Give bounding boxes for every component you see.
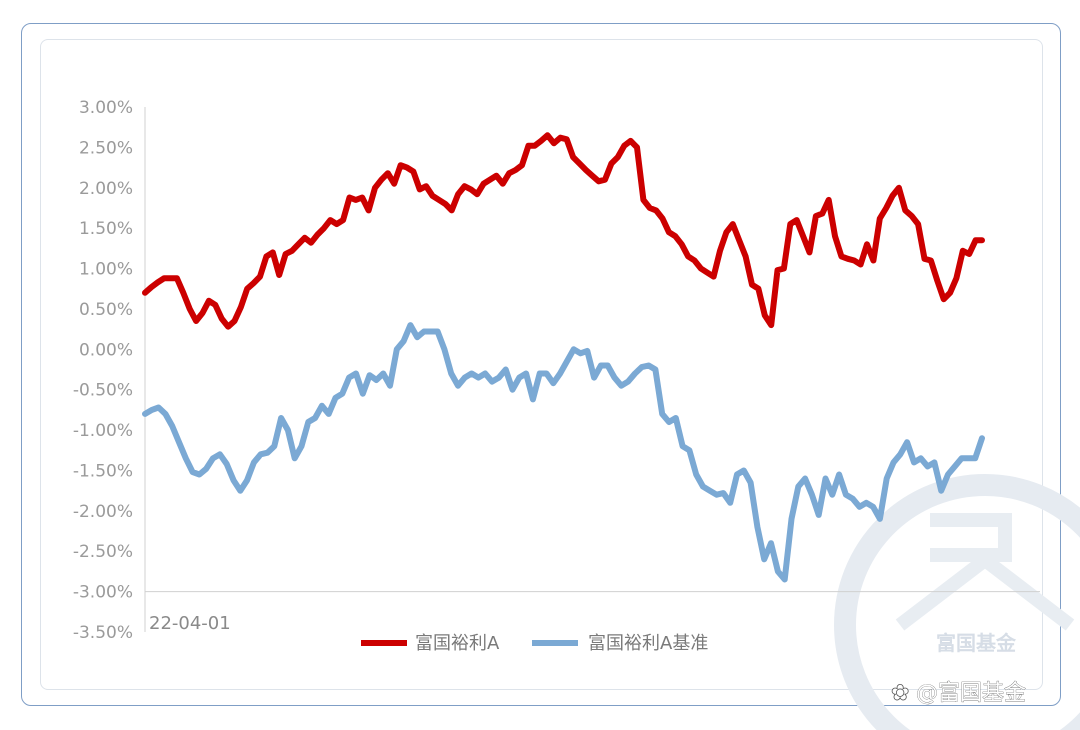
y-tick-label: -2.00% bbox=[73, 502, 133, 522]
y-tick-label: 2.00% bbox=[79, 179, 133, 199]
watermark-logo: 富国基金 bbox=[834, 474, 1080, 730]
y-tick-label: 0.00% bbox=[79, 340, 133, 360]
credit-watermark: ✿ @富国基金 bbox=[891, 681, 1027, 707]
axes bbox=[144, 107, 1040, 632]
legend: 富国裕利A 富国裕利A基准 bbox=[361, 633, 708, 654]
y-tick-label: -3.50% bbox=[73, 623, 133, 643]
paw-icon: ✿ bbox=[891, 681, 909, 706]
outer-frame bbox=[21, 23, 1061, 706]
y-tick-label: 0.50% bbox=[79, 300, 133, 320]
y-tick-label: -2.50% bbox=[73, 542, 133, 562]
y-tick-label: -0.50% bbox=[73, 381, 133, 401]
legend-label: 富国裕利A bbox=[415, 633, 500, 654]
y-tick-label: -3.00% bbox=[73, 583, 133, 603]
credit-text: @富国基金 bbox=[916, 681, 1026, 706]
y-tick-label: 1.50% bbox=[79, 219, 133, 239]
series-line-fund bbox=[142, 132, 985, 330]
y-tick-label: -1.00% bbox=[73, 421, 133, 441]
series-lines bbox=[142, 132, 985, 583]
x-tick-label-start: 22-04-01 bbox=[149, 613, 231, 634]
watermark-logo-text: 富国基金 bbox=[936, 631, 1017, 655]
y-tick-label: 2.50% bbox=[79, 138, 133, 158]
y-tick-label: -1.50% bbox=[73, 461, 133, 481]
y-tick-label: 3.00% bbox=[79, 98, 133, 118]
series-line-benchmark bbox=[142, 322, 985, 583]
y-tick-labels: 3.00% 2.50% 2.00% 1.50% 1.00% 0.50% 0.00% -0.50… bbox=[73, 98, 133, 643]
legend-label: 富国裕利A基准 bbox=[588, 633, 708, 654]
inner-frame bbox=[40, 39, 1043, 690]
y-tick-label: 1.00% bbox=[79, 260, 133, 280]
